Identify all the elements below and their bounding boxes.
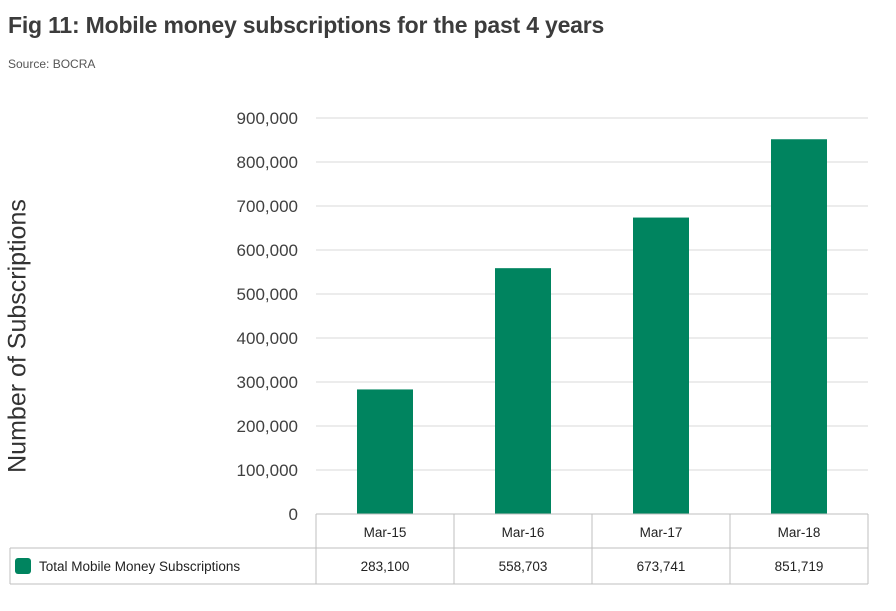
y-tick-label: 900,000 [237, 109, 298, 128]
data-label: 673,741 [637, 559, 686, 574]
data-label: 558,703 [499, 559, 548, 574]
y-tick-label: 0 [289, 505, 298, 524]
data-label: 851,719 [775, 559, 824, 574]
x-tick-label: Mar-17 [640, 525, 683, 540]
bar [771, 139, 827, 514]
figure-title: Fig 11: Mobile money subscriptions for t… [8, 12, 605, 38]
legend-entry: Total Mobile Money Subscriptions [39, 559, 240, 574]
figure-source: Source: BOCRA [8, 57, 96, 71]
bar [357, 389, 413, 514]
y-tick-label: 100,000 [237, 461, 298, 480]
y-tick-label: 300,000 [237, 373, 298, 392]
x-tick-label: Mar-15 [364, 525, 407, 540]
y-tick-label: 200,000 [237, 417, 298, 436]
y-tick-label: 800,000 [237, 153, 298, 172]
data-label: 283,100 [361, 559, 410, 574]
bar [495, 268, 551, 514]
legend-swatch [15, 558, 31, 574]
y-tick-label: 700,000 [237, 197, 298, 216]
y-tick-label: 600,000 [237, 241, 298, 260]
x-tick-label: Mar-18 [778, 525, 821, 540]
y-tick-label: 400,000 [237, 329, 298, 348]
y-tick-label: 500,000 [237, 285, 298, 304]
bar [633, 217, 689, 514]
x-tick-label: Mar-16 [502, 525, 545, 540]
